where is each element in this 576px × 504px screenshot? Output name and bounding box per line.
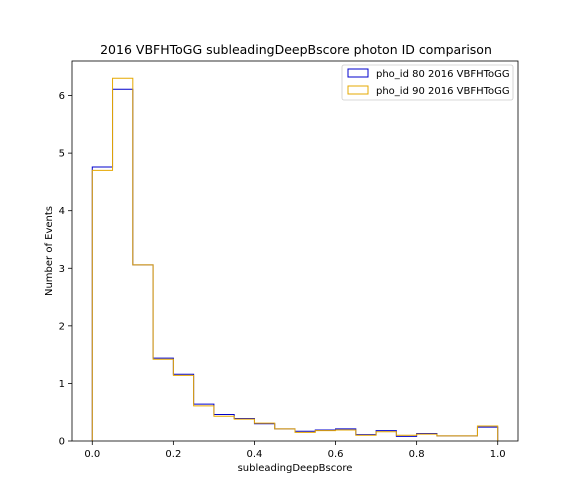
legend-label-pho-id-80: pho_id 80 2016 VBFHToGG [376, 69, 510, 80]
plot-frame [71, 60, 519, 442]
x-tick-label: 0.2 [165, 449, 181, 460]
y-tick-label: 0 [59, 437, 65, 448]
x-axis-ticks: 0.0 0.2 0.4 0.6 0.8 1.0 [84, 441, 506, 460]
y-tick-label: 4 [59, 206, 65, 217]
y-tick-label: 5 [59, 149, 65, 160]
series-step-1 [91, 77, 499, 441]
legend: pho_id 80 2016 VBFHToGG pho_id 90 2016 V… [341, 64, 514, 101]
x-axis-label: subleadingDeepBscore [238, 463, 353, 474]
y-tick-label: 6 [59, 91, 65, 102]
y-axis-ticks: 0 1 2 3 4 5 6 [59, 91, 72, 448]
legend-swatch-pho-id-80 [347, 68, 369, 78]
chart-title: 2016 VBFHToGG subleadingDeepBscore photo… [100, 42, 492, 57]
x-tick-label: 1.0 [490, 449, 506, 460]
x-tick-label: 0.6 [328, 449, 344, 460]
x-tick-label: 0.4 [247, 449, 263, 460]
y-axis-label: Number of Events [44, 206, 55, 296]
x-tick-label: 0.0 [84, 449, 100, 460]
legend-label-pho-id-90: pho_id 90 2016 VBFHToGG [376, 86, 510, 97]
y-tick-label: 1 [59, 379, 65, 390]
y-tick-label: 3 [59, 264, 65, 275]
legend-swatch-pho-id-90 [347, 85, 369, 95]
y-tick-label: 2 [59, 321, 65, 332]
histogram-steps [91, 77, 499, 441]
x-tick-label: 0.8 [409, 449, 425, 460]
legend-box [341, 64, 514, 101]
